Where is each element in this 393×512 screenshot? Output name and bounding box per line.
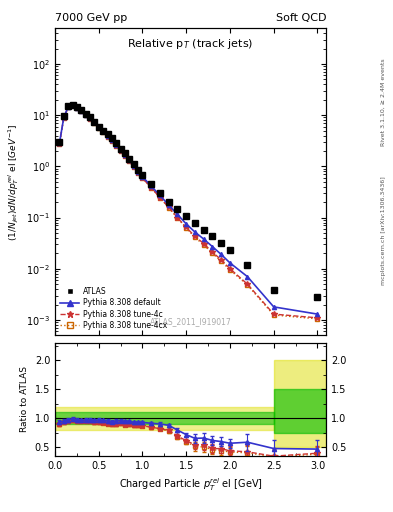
Text: 7000 GeV pp: 7000 GeV pp <box>55 13 127 23</box>
Bar <box>274 360 326 447</box>
Bar <box>274 389 326 433</box>
Legend: ATLAS, Pythia 8.308 default, Pythia 8.308 tune-4c, Pythia 8.308 tune-4cx: ATLAS, Pythia 8.308 default, Pythia 8.30… <box>59 286 168 332</box>
Bar <box>55 407 274 430</box>
Text: Relative p$_{T}$ (track jets): Relative p$_{T}$ (track jets) <box>127 37 254 51</box>
Text: ATLAS_2011_I919017: ATLAS_2011_I919017 <box>150 317 231 326</box>
Text: Rivet 3.1.10, ≥ 2.4M events: Rivet 3.1.10, ≥ 2.4M events <box>381 58 386 146</box>
Y-axis label: Ratio to ATLAS: Ratio to ATLAS <box>20 367 29 432</box>
X-axis label: Charged Particle $p^{rel}_{T}$ el [GeV]: Charged Particle $p^{rel}_{T}$ el [GeV] <box>119 476 263 493</box>
Text: mcplots.cern.ch [arXiv:1306.3436]: mcplots.cern.ch [arXiv:1306.3436] <box>381 176 386 285</box>
Text: Soft QCD: Soft QCD <box>276 13 326 23</box>
Bar <box>55 412 274 424</box>
Y-axis label: $(1/N_{jet})dN/dp^{rel}_{T}$ el $[GeV^{-1}]$: $(1/N_{jet})dN/dp^{rel}_{T}$ el $[GeV^{-… <box>6 123 20 241</box>
